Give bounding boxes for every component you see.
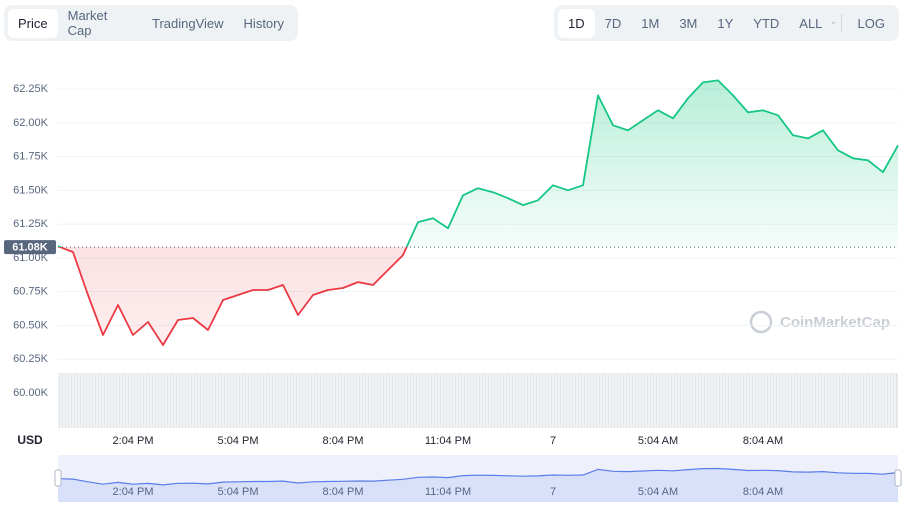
tab-bar: Price Market Cap TradingView History [4, 5, 298, 41]
range-button[interactable]: 7D [604, 15, 622, 31]
x-tick-label: 8:04 AM [743, 435, 783, 447]
range-button[interactable]: YTD [753, 15, 780, 31]
y-tick-label: 62.00K [13, 117, 49, 129]
navigator-x-label: 11:04 PM [425, 486, 471, 498]
navigator-x-label: 2:04 PM [113, 486, 154, 498]
range-items: 1D 7D 1M 3M 1Y YTD ALL [558, 8, 832, 38]
navigator-x-label: 5:04 AM [638, 486, 678, 498]
x-tick-label: 8:04 PM [323, 435, 364, 447]
navigator-x-label: 7 [550, 486, 556, 498]
y-tick-label: 61.75K [13, 151, 49, 163]
tab[interactable]: History [243, 15, 284, 31]
x-tick-label: 7 [550, 435, 556, 447]
y-tick-label: 60.75K [13, 286, 49, 298]
y-tick-label: 61.50K [13, 184, 49, 196]
navigator-x-label: 8:04 AM [743, 486, 783, 498]
navigator-x-label: 8:04 PM [323, 486, 364, 498]
navigator-handle [54, 469, 62, 487]
x-tick-label: 5:04 PM [218, 435, 259, 447]
range-button[interactable]: ALL [799, 15, 823, 31]
navigator-handle [894, 469, 902, 487]
range-button[interactable]: 1Y [717, 15, 734, 31]
price-line [57, 79, 899, 346]
range-button[interactable]: 1M [641, 15, 660, 31]
x-tick-label: 2:04 PM [113, 435, 154, 447]
calendar-icon[interactable] [832, 14, 835, 32]
y-tick-label: 61.00K [13, 252, 49, 264]
navigator-line [57, 467, 899, 486]
watermark-text: CoinMarketCap [780, 314, 890, 331]
tab[interactable]: Market Cap [67, 8, 108, 38]
navigator-x-label: 5:04 PM [218, 486, 259, 498]
x-tick-label: 11:04 PM [425, 435, 471, 447]
x-tick-label: 5:04 AM [638, 435, 678, 447]
reference-label: 61.08K [12, 242, 48, 254]
log-toggle[interactable]: LOG [857, 15, 885, 31]
y-tick-label: 60.50K [13, 319, 49, 331]
reference-label-bg [4, 240, 56, 255]
range-bar: 1D 7D 1M 3M 1Y YTD ALL LOG [554, 5, 899, 41]
y-tick-label: 60.25K [13, 353, 49, 365]
y-axis-label: USD [17, 433, 43, 447]
calendar-body [832, 22, 835, 24]
y-tick-label: 60.00K [13, 387, 49, 399]
navigator-area [58, 468, 898, 502]
y-tick-label: 61.25K [13, 218, 49, 230]
range-button[interactable]: 3M [679, 15, 698, 31]
tab[interactable]: Price [8, 8, 58, 38]
y-tick-label: 62.25K [13, 83, 49, 95]
range-button[interactable]: 1D [558, 8, 595, 38]
price-area [58, 80, 898, 346]
watermark-logo [749, 310, 773, 334]
tab[interactable]: TradingView [152, 15, 224, 31]
watermark: CoinMarketCap [749, 310, 890, 334]
